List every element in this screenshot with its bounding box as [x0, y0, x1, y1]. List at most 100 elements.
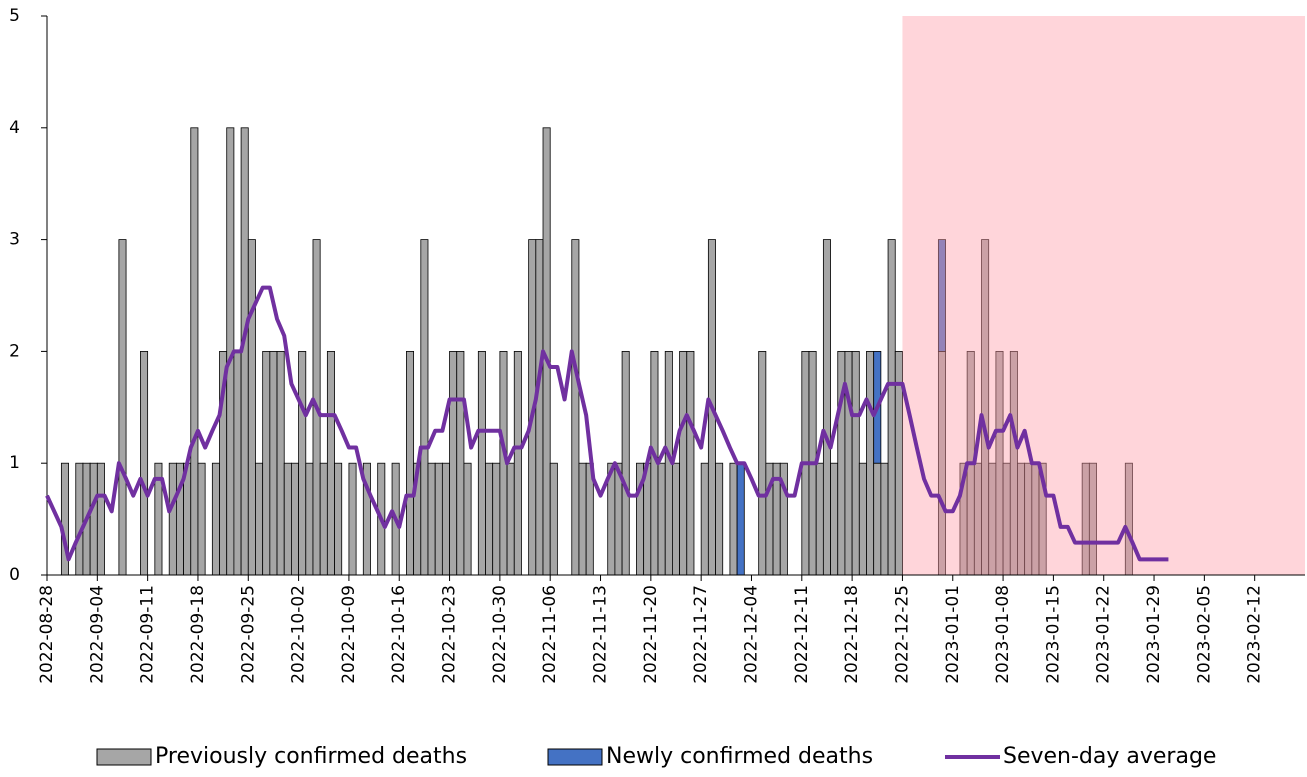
x-tick-label: 2023-02-12 [1245, 585, 1265, 684]
x-tick-label: 2022-12-18 [842, 585, 862, 684]
x-tick-label: 2022-09-18 [188, 585, 208, 684]
x-tick-label: 2022-11-27 [691, 585, 711, 684]
bar [937, 239, 946, 352]
bar [247, 239, 256, 576]
x-tick-label: 2022-10-30 [490, 585, 510, 684]
x-tick-label: 2022-08-28 [37, 585, 57, 684]
bar [262, 350, 271, 576]
bar [427, 462, 436, 576]
bar [305, 462, 314, 576]
x-tick-label: 2022-09-11 [138, 585, 158, 684]
line [45, 285, 1169, 562]
x-tick-label: 2022-11-20 [641, 585, 661, 684]
bar [887, 239, 896, 576]
bar [679, 350, 688, 576]
bar [866, 350, 875, 576]
bar [700, 462, 709, 576]
y-tick-label: 4 [9, 118, 20, 138]
bar [334, 462, 343, 576]
bar [513, 350, 522, 576]
x-tick-label: 2022-09-04 [87, 585, 107, 684]
bar [233, 350, 242, 576]
bar [463, 462, 472, 576]
legend-swatch [96, 748, 152, 766]
bar [492, 462, 501, 576]
legend: Previously confirmed deaths Newly confirm… [96, 744, 1216, 769]
bar [211, 462, 220, 576]
bar [96, 462, 105, 576]
bar [406, 350, 415, 576]
bar [621, 350, 630, 576]
x-tick-label: 2022-10-23 [440, 585, 460, 684]
x-tick-label: 2022-12-04 [741, 585, 761, 684]
x-tick-label: 2022-10-16 [389, 585, 409, 684]
y-tick-label: 1 [9, 453, 20, 473]
y-tick-label: 5 [9, 6, 20, 26]
x-tick-label: 2022-10-09 [339, 585, 359, 684]
bar [283, 462, 292, 576]
y-tick-label: 0 [9, 565, 20, 585]
bar [815, 462, 824, 576]
y-tick-label: 3 [9, 230, 20, 250]
bar [441, 462, 450, 576]
x-tick-label: 2022-11-13 [591, 585, 611, 684]
bar [118, 239, 127, 576]
bar [535, 239, 544, 576]
bar [348, 462, 357, 576]
x-tick-label: 2023-01-08 [993, 585, 1013, 684]
x-tick-label: 2022-10-02 [289, 585, 309, 684]
bar [456, 350, 465, 576]
bar [686, 350, 695, 576]
bar [873, 462, 882, 576]
bar [880, 462, 889, 576]
bar [276, 350, 285, 576]
bar [168, 462, 177, 576]
shaded-region [902, 16, 1305, 575]
x-tick-label: 2023-01-15 [1043, 585, 1063, 684]
bar [434, 462, 443, 576]
legend-swatch [547, 748, 603, 766]
y-tick-label: 2 [9, 341, 20, 361]
bar [506, 462, 515, 576]
bar [197, 462, 206, 576]
bar [851, 350, 860, 576]
bar [736, 462, 745, 576]
legend-label: Previously confirmed deaths [155, 744, 467, 769]
bar [477, 350, 486, 576]
x-tick-label: 2023-01-22 [1094, 585, 1114, 684]
bar [75, 462, 84, 576]
bar [319, 462, 328, 576]
bar [549, 462, 558, 576]
x-tick-label: 2022-09-25 [238, 585, 258, 684]
legend-label: Seven-day average [1003, 744, 1216, 769]
bar [578, 462, 587, 576]
bar [420, 239, 429, 576]
bar [858, 462, 867, 576]
bar [657, 462, 666, 576]
bar [190, 127, 199, 576]
bar [89, 462, 98, 576]
bar [298, 350, 307, 576]
bar [822, 239, 831, 576]
bar [449, 350, 458, 576]
bar [485, 462, 494, 576]
bar [758, 350, 767, 576]
x-tick-label: 2022-11-06 [540, 585, 560, 684]
bar [571, 239, 580, 576]
bar [729, 462, 738, 576]
bar [830, 462, 839, 576]
bar [255, 462, 264, 576]
bar [291, 462, 300, 576]
x-tick-label: 2023-01-29 [1144, 585, 1164, 684]
bar [715, 462, 724, 576]
legend-label: Newly confirmed deaths [606, 744, 873, 769]
x-tick-label: 2023-02-05 [1194, 585, 1214, 684]
bar [326, 350, 335, 576]
x-tick-label: 2023-01-01 [943, 585, 963, 684]
x-tick-label: 2022-12-25 [892, 585, 912, 684]
bar [269, 350, 278, 576]
bar [140, 350, 149, 576]
bar [672, 462, 680, 576]
x-tick-label: 2022-12-11 [792, 585, 812, 684]
